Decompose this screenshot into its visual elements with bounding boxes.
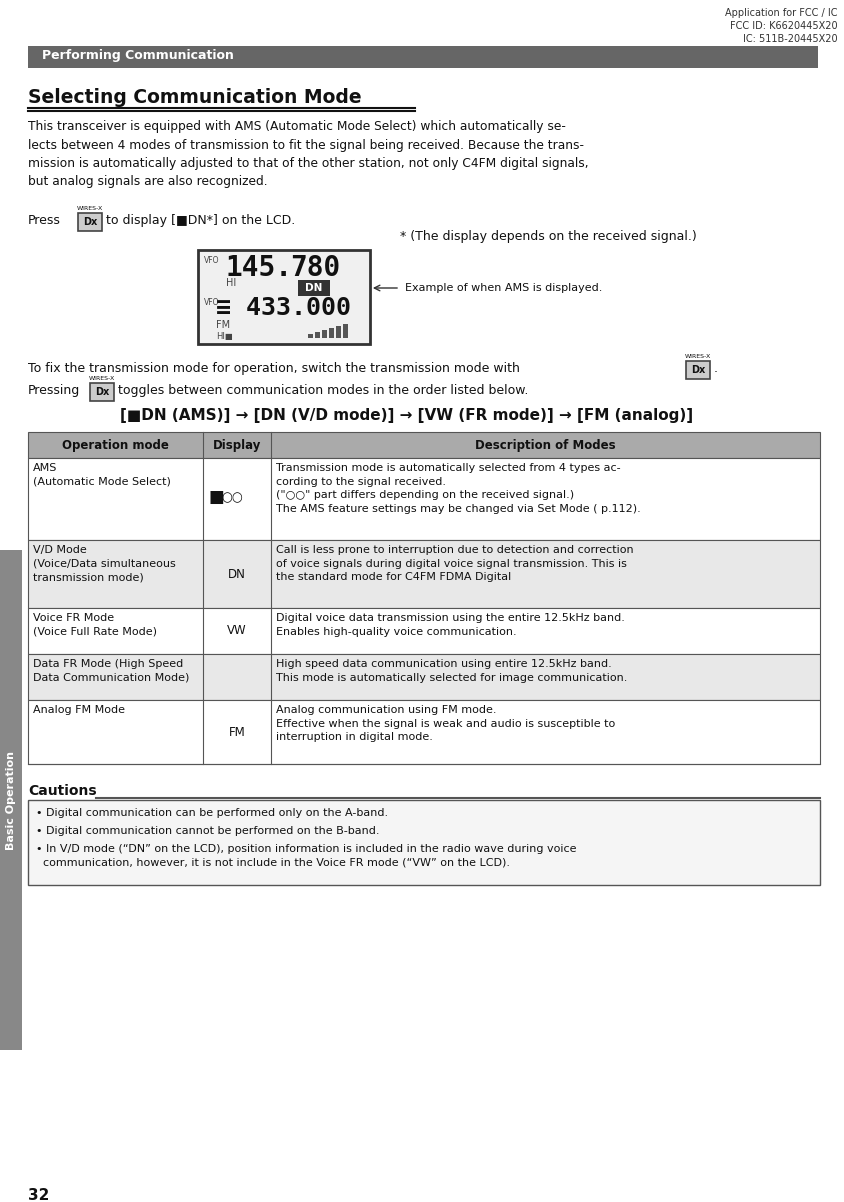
Text: HI■: HI■: [216, 332, 232, 341]
Text: Digital voice data transmission using the entire 12.5kHz band.
Enables high-qual: Digital voice data transmission using th…: [276, 613, 624, 637]
Text: • In V/D mode (“DN” on the LCD), position information is included in the radio w: • In V/D mode (“DN” on the LCD), positio…: [36, 844, 576, 868]
Bar: [78, 213, 102, 231]
Bar: [28, 801, 819, 885]
Text: Basic Operation: Basic Operation: [6, 750, 16, 850]
Text: DN: DN: [305, 282, 322, 293]
Text: FM: FM: [229, 726, 245, 738]
Text: VFO: VFO: [203, 298, 219, 307]
Text: • Digital communication cannot be performed on the B-band.: • Digital communication cannot be perfor…: [36, 826, 379, 837]
Text: IC: 511B-20445X20: IC: 511B-20445X20: [743, 34, 837, 44]
Text: Press: Press: [28, 214, 61, 227]
Text: Dx: Dx: [83, 218, 97, 227]
Text: To fix the transmission mode for operation, switch the transmission mode with: To fix the transmission mode for operati…: [28, 362, 519, 375]
Text: Performing Communication: Performing Communication: [42, 49, 234, 63]
Bar: [90, 383, 114, 401]
Text: V/D Mode
(Voice/Data simultaneous
transmission mode): V/D Mode (Voice/Data simultaneous transm…: [33, 545, 176, 582]
Text: Operation mode: Operation mode: [62, 439, 169, 452]
Text: Dx: Dx: [95, 387, 109, 397]
Text: Analog FM Mode: Analog FM Mode: [33, 706, 125, 715]
Bar: [315, 332, 320, 338]
Text: * (The display depends on the received signal.): * (The display depends on the received s…: [399, 230, 696, 243]
Bar: [298, 280, 330, 296]
Bar: [28, 46, 817, 69]
Text: • Digital communication can be performed only on the A-band.: • Digital communication can be performed…: [36, 808, 387, 819]
Text: toggles between communication modes in the order listed below.: toggles between communication modes in t…: [118, 383, 528, 397]
Bar: [336, 326, 341, 338]
Bar: [28, 608, 819, 654]
Text: WIRES-X: WIRES-X: [89, 376, 115, 381]
Text: Selecting Communication Mode: Selecting Communication Mode: [28, 88, 361, 107]
Text: ○○: ○○: [221, 492, 242, 505]
Bar: [28, 540, 819, 608]
Bar: [28, 432, 819, 458]
Text: .: .: [713, 362, 717, 375]
Text: 780: 780: [289, 254, 340, 282]
Text: Example of when AMS is displayed.: Example of when AMS is displayed.: [404, 282, 602, 293]
Text: ≡ 433.000: ≡ 433.000: [216, 296, 350, 320]
Text: AMS
(Automatic Mode Select): AMS (Automatic Mode Select): [33, 463, 170, 487]
Text: 32: 32: [28, 1188, 49, 1202]
Text: Display: Display: [213, 439, 261, 452]
Text: Voice FR Mode
(Voice Full Rate Mode): Voice FR Mode (Voice Full Rate Mode): [33, 613, 157, 637]
Text: VFO: VFO: [203, 256, 219, 264]
Bar: [685, 361, 709, 379]
Text: Application for FCC / IC: Application for FCC / IC: [725, 8, 837, 18]
Text: FM: FM: [216, 320, 230, 331]
Bar: [28, 654, 819, 700]
Text: Call is less prone to interruption due to detection and correction
of voice sign: Call is less prone to interruption due t…: [276, 545, 633, 582]
Text: WIRES-X: WIRES-X: [77, 206, 103, 212]
Text: 145.: 145.: [225, 254, 293, 282]
Text: FCC ID: K6620445X20: FCC ID: K6620445X20: [729, 20, 837, 31]
Text: [■DN (AMS)] → [DN (V/D mode)] → [VW (FR mode)] → [FM (analog)]: [■DN (AMS)] → [DN (V/D mode)] → [VW (FR …: [120, 407, 692, 423]
Bar: [307, 334, 312, 338]
Bar: [328, 328, 333, 338]
Bar: [343, 325, 348, 338]
Text: Pressing: Pressing: [28, 383, 80, 397]
Text: WIRES-X: WIRES-X: [684, 355, 711, 359]
Bar: [28, 458, 819, 540]
Text: to display [■DN*] on the LCD.: to display [■DN*] on the LCD.: [106, 214, 295, 227]
Text: High speed data communication using entire 12.5kHz band.
This mode is automatica: High speed data communication using enti…: [276, 659, 626, 683]
Bar: [28, 700, 819, 764]
Text: VW: VW: [227, 625, 246, 637]
Text: Analog communication using FM mode.
Effective when the signal is weak and audio : Analog communication using FM mode. Effe…: [276, 706, 614, 742]
Bar: [322, 331, 327, 338]
Text: Description of Modes: Description of Modes: [474, 439, 615, 452]
Text: This transceiver is equipped with AMS (Automatic Mode Select) which automaticall: This transceiver is equipped with AMS (A…: [28, 120, 588, 189]
Text: Transmission mode is automatically selected from 4 types ac-
cording to the sign: Transmission mode is automatically selec…: [276, 463, 640, 513]
Text: ■: ■: [208, 488, 225, 506]
Bar: [0, 551, 22, 1051]
Text: HI: HI: [225, 278, 236, 288]
Text: Data FR Mode (High Speed
Data Communication Mode): Data FR Mode (High Speed Data Communicat…: [33, 659, 189, 683]
Text: Dx: Dx: [690, 365, 704, 375]
Text: DN: DN: [228, 567, 246, 581]
Text: Cautions: Cautions: [28, 784, 96, 798]
Bar: [197, 250, 370, 344]
